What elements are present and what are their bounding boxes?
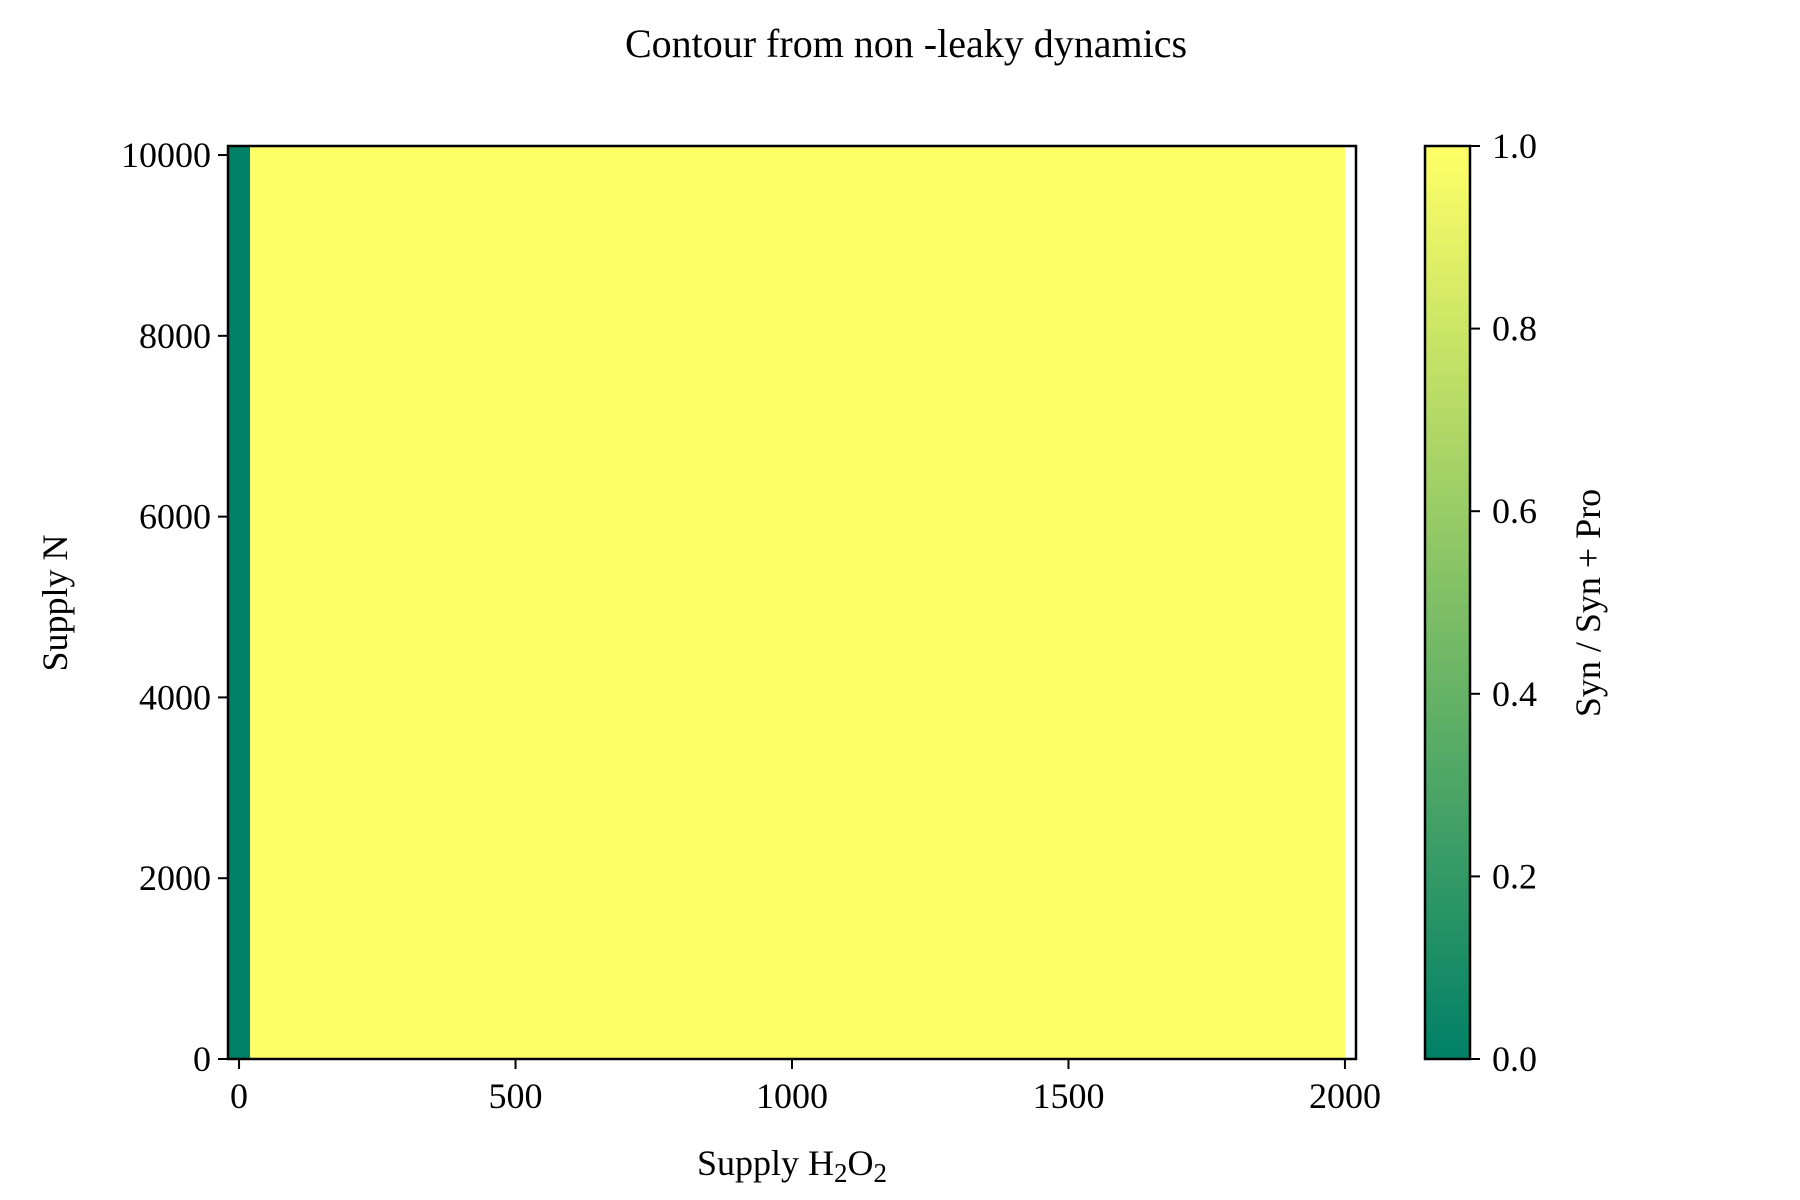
- colorbar-axis: 0.0 0.2 0.4 0.6 0.8 1.0: [1470, 126, 1537, 1079]
- chart-title: Contour from non -leaky dynamics: [625, 21, 1187, 66]
- y-axis: 0 2000 4000 6000 8000 10000: [121, 135, 228, 1079]
- x-axis: 0 500 1000 1500 2000: [230, 1059, 1381, 1116]
- colorbar-tick-label: 1.0: [1492, 126, 1537, 166]
- x-tick-label: 500: [489, 1076, 543, 1116]
- x-axis-label: Supply H2O2: [697, 1143, 887, 1188]
- plot-area: [228, 146, 1345, 1059]
- colorbar-tick-label: 0.6: [1492, 491, 1537, 531]
- y-axis-label: Supply N: [35, 534, 75, 671]
- x-tick-label: 1500: [1032, 1076, 1104, 1116]
- x-tick-label: 2000: [1309, 1076, 1381, 1116]
- y-tick-label: 10000: [121, 135, 211, 175]
- y-tick-label: 2000: [139, 858, 211, 898]
- colorbar-tick-label: 0.0: [1492, 1039, 1537, 1079]
- x-tick-label: 0: [230, 1076, 248, 1116]
- colorbar-tick-label: 0.8: [1492, 309, 1537, 349]
- colorbar-label: Syn / Syn + Pro: [1568, 489, 1608, 717]
- y-tick-label: 6000: [139, 497, 211, 537]
- y-tick-label: 0: [193, 1039, 211, 1079]
- colorbar-tick-label: 0.2: [1492, 856, 1537, 896]
- colorbar: [1423, 144, 1472, 1061]
- heatmap-region-0: [228, 146, 251, 1059]
- x-tick-label: 1000: [756, 1076, 828, 1116]
- y-tick-label: 8000: [139, 316, 211, 356]
- y-tick-label: 4000: [139, 677, 211, 717]
- colorbar-tick-label: 0.4: [1492, 674, 1537, 714]
- heatmap-region-1: [250, 146, 1345, 1059]
